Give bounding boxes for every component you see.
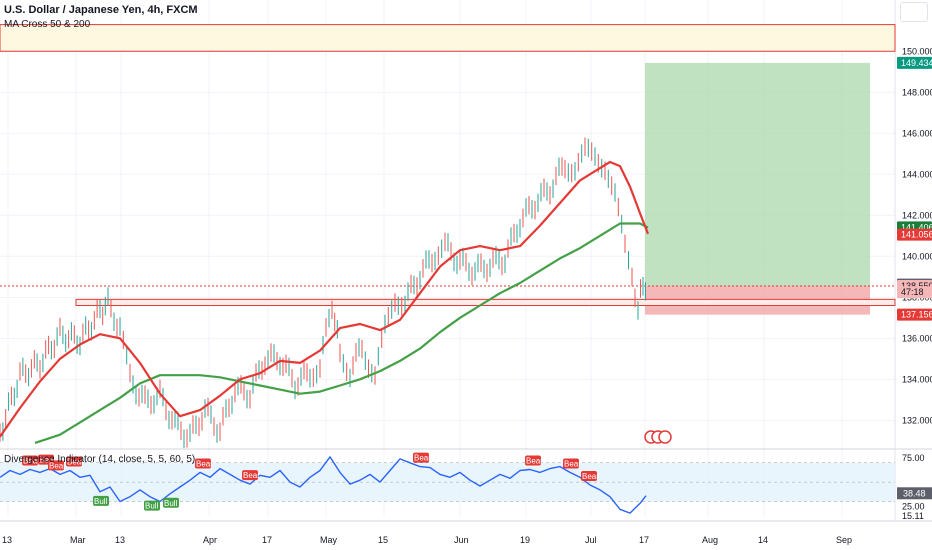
- price-label-tag: [897, 228, 932, 241]
- indicator-title[interactable]: Divergence Indicator (14, close, 5, 5, 6…: [4, 454, 196, 465]
- time-tick-label: 15: [378, 535, 388, 545]
- bear-signal: [242, 470, 258, 481]
- indicator-tick-label: 25.00: [902, 501, 925, 511]
- price-tick-label: 148.000: [902, 87, 932, 97]
- bear-signal: [581, 471, 597, 482]
- price-label-text: 141.056: [901, 230, 932, 240]
- study-title[interactable]: MA Cross 50 & 200: [4, 19, 91, 30]
- price-label-tag: [897, 308, 932, 321]
- bear-signal: [525, 455, 541, 466]
- price-tick-label: 136.000: [902, 333, 932, 343]
- time-tick-label: Aug: [702, 535, 718, 545]
- bear-signal-label: Bear: [243, 471, 260, 480]
- bear-signal: [66, 456, 82, 467]
- indicator-value-tag: [897, 487, 932, 500]
- bear-signal-label: Bear: [67, 458, 84, 467]
- event-marker-icon: [658, 430, 672, 444]
- price-label-text: 137.156: [901, 310, 932, 320]
- bear-signal: [413, 452, 429, 463]
- bear-signal-label: Bear: [196, 459, 213, 468]
- time-tick-label: 13: [2, 535, 12, 545]
- time-tick-label: 17: [639, 535, 649, 545]
- price-label-text: 47:18: [901, 287, 924, 297]
- bull-signal: [93, 495, 109, 506]
- indicator-value-text: 38.48: [903, 488, 926, 498]
- bull-signal-label: Bull: [94, 497, 108, 506]
- price-label-text: 138.550: [901, 281, 932, 291]
- bear-signal: [563, 458, 579, 469]
- time-tick-label: Jun: [454, 535, 469, 545]
- time-tick-label: Jul: [585, 535, 597, 545]
- time-tick-label: Mar: [70, 535, 86, 545]
- chart-settings-button[interactable]: [900, 2, 928, 22]
- bear-signal: [195, 458, 211, 469]
- price-label-tag: [897, 286, 932, 299]
- indicator-tick-label: 75.00: [902, 453, 925, 463]
- time-tick-label: Apr: [203, 535, 217, 545]
- time-tick-label: 19: [520, 535, 530, 545]
- time-tick-label: 13: [115, 535, 125, 545]
- bull-signal-label: Bull: [145, 502, 159, 511]
- indicator-tick-label: 15.11: [902, 511, 924, 521]
- price-tick-label: 146.000: [902, 128, 932, 138]
- price-tick-label: 144.000: [902, 169, 932, 179]
- resistance-zone: [0, 24, 896, 52]
- bear-signal: [48, 460, 64, 471]
- bear-signal-label: Bear: [582, 472, 599, 481]
- rsi-line: [0, 456, 647, 514]
- ma-50-line: [0, 160, 650, 438]
- bear-signal-label: Bear: [23, 457, 40, 466]
- ma-200-line: [34, 222, 649, 444]
- bear-signal-label: Bear: [39, 456, 56, 465]
- bull-signal-label: Bull: [164, 499, 178, 508]
- time-tick-label: May: [320, 535, 338, 545]
- bear-signal-label: Bear: [414, 454, 431, 463]
- price-tick-label: 132.000: [902, 415, 932, 425]
- bull-signal: [144, 500, 160, 511]
- time-tick-label: 14: [758, 535, 768, 545]
- bear-signal: [22, 455, 38, 466]
- bear-signal-label: Bear: [49, 461, 66, 470]
- bear-signal-label: Bear: [564, 459, 581, 468]
- price-tick-label: 140.000: [902, 251, 932, 261]
- bull-signal: [163, 497, 179, 508]
- price-label-text: 141.406: [901, 222, 932, 232]
- price-tick-label: 134.000: [902, 374, 932, 384]
- time-tick-label: 17: [262, 535, 272, 545]
- price-tick-label: 142.000: [902, 210, 932, 220]
- symbol-title[interactable]: U.S. Dollar / Japanese Yen, 4h, FXCM: [4, 4, 198, 16]
- profit-zone: [645, 62, 870, 287]
- time-tick-label: Sep: [836, 535, 852, 545]
- price-tick-label: 150.000: [902, 46, 932, 56]
- price-label-text: 149.434: [901, 58, 932, 68]
- price-label-tag: [897, 56, 932, 69]
- bear-signal-label: Bear: [526, 457, 543, 466]
